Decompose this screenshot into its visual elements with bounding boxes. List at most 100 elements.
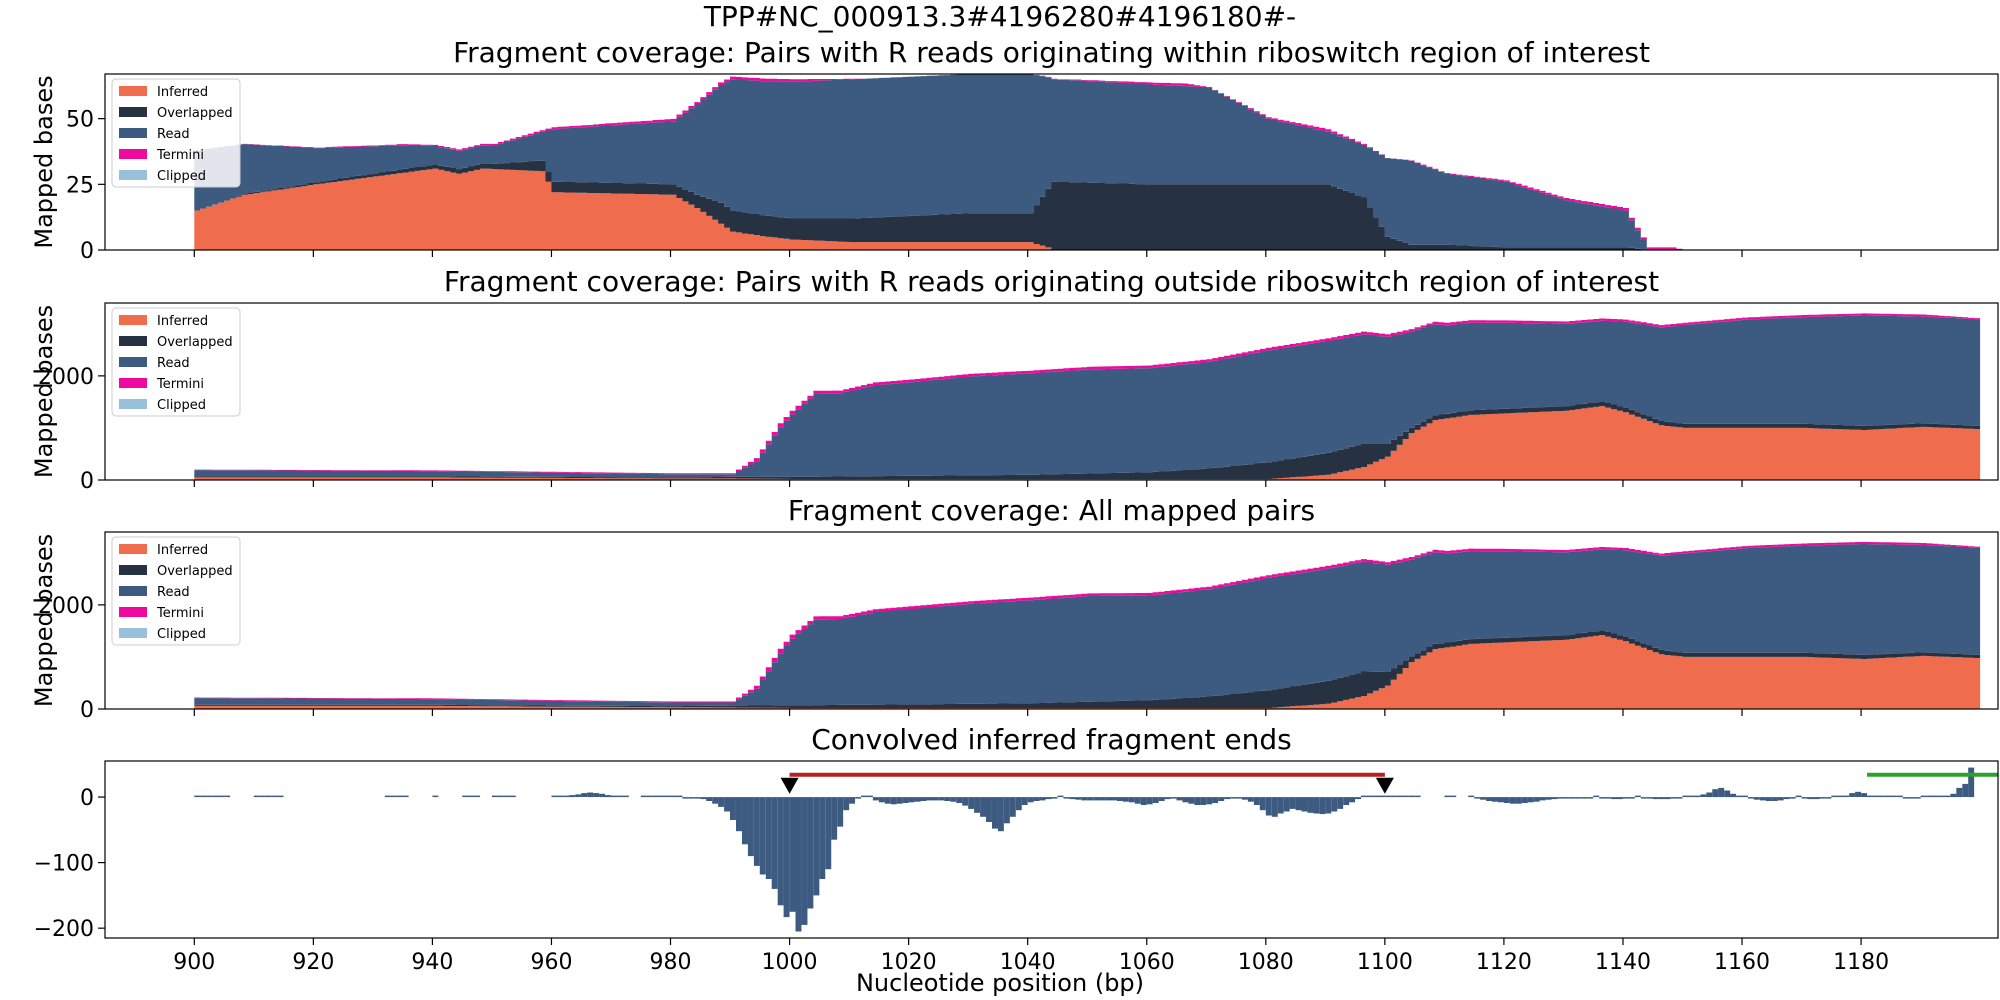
bar: [1646, 797, 1653, 799]
bar: [271, 795, 278, 798]
y-tick-label: 0: [80, 469, 94, 494]
bar: [1236, 797, 1242, 799]
bar: [194, 795, 201, 798]
bar: [1759, 797, 1766, 801]
bar: [986, 797, 992, 822]
bar: [1628, 797, 1635, 799]
bar: [867, 795, 873, 798]
bar: [1045, 797, 1052, 800]
bar: [390, 795, 397, 798]
bar: [218, 795, 225, 798]
marker-triangle-2: [1375, 777, 1394, 794]
bar: [253, 795, 260, 798]
bar: [575, 794, 582, 797]
x-tick-label: 980: [650, 950, 692, 975]
bar: [1617, 797, 1623, 800]
series-read: [194, 74, 1981, 250]
bar: [1968, 767, 1975, 798]
bar: [1503, 797, 1510, 803]
axes-frame: [104, 73, 1999, 251]
bar: [1753, 797, 1760, 800]
bar: [640, 795, 647, 798]
legend-label-clipped: Clipped: [157, 398, 206, 413]
bar: [1182, 797, 1189, 803]
bar: [1944, 795, 1951, 798]
bar: [1170, 797, 1177, 799]
x-tick-label: 960: [530, 950, 572, 975]
bar: [1057, 795, 1064, 798]
bar: [1878, 795, 1885, 798]
bar: [462, 795, 469, 798]
bar: [402, 795, 409, 798]
legend-label-inferred: Inferred: [157, 314, 208, 329]
bar: [1218, 797, 1225, 801]
bar: [1009, 797, 1016, 817]
y-tick-label: 50: [66, 108, 94, 133]
bar: [682, 797, 689, 799]
bar: [670, 795, 677, 798]
bar: [771, 797, 778, 889]
x-tick-label: 1140: [1595, 950, 1651, 975]
bar: [1301, 797, 1308, 812]
bar: [1873, 795, 1879, 798]
bar: [468, 795, 475, 798]
bar: [1956, 787, 1963, 798]
x-tick-label: 1000: [762, 950, 818, 975]
legend-label-termini: Termini: [156, 606, 204, 621]
bar: [1623, 797, 1629, 799]
bar: [1402, 795, 1409, 798]
bar: [212, 795, 219, 798]
bar: [753, 797, 760, 866]
bar: [1498, 797, 1504, 803]
bar: [676, 795, 683, 798]
bar: [926, 797, 933, 801]
bar: [646, 795, 653, 798]
bar: [1777, 797, 1784, 801]
x-tick-label: 1040: [1000, 950, 1056, 975]
bar: [1063, 797, 1070, 799]
bar: [1039, 797, 1046, 801]
bar: [1867, 795, 1873, 798]
bar: [1414, 795, 1421, 798]
bar: [265, 795, 272, 798]
series-inferred: [194, 406, 1981, 480]
bar: [200, 795, 207, 798]
bar: [1849, 793, 1856, 797]
bar: [509, 795, 516, 798]
x-tick-label: 900: [173, 950, 215, 975]
bar: [206, 795, 213, 798]
bar: [1837, 795, 1844, 798]
bar: [1474, 797, 1481, 799]
bar: [1718, 787, 1725, 798]
bar: [1265, 797, 1272, 816]
legend-box: [111, 536, 241, 646]
bar: [1259, 797, 1266, 811]
bar: [1843, 795, 1850, 798]
bar: [688, 797, 695, 799]
bar: [1015, 797, 1022, 811]
bar: [1194, 797, 1201, 805]
series-overlapped: [194, 160, 1981, 250]
bar: [1367, 795, 1373, 798]
bar: [503, 795, 510, 798]
bar: [849, 797, 856, 804]
bar: [474, 795, 481, 798]
axes-frame: [104, 302, 1999, 481]
bar: [1384, 795, 1391, 798]
bar: [908, 797, 915, 803]
bar: [616, 795, 623, 798]
bar: [1480, 797, 1487, 800]
bar: [1111, 797, 1117, 801]
bar: [920, 797, 927, 801]
axes-frame: [104, 531, 1999, 710]
bar: [1253, 797, 1260, 805]
x-tick-label: 1060: [1119, 950, 1175, 975]
y-axis-label: Mapped bases: [30, 75, 58, 248]
bar: [1950, 793, 1957, 798]
bar: [1509, 797, 1516, 804]
bar: [1902, 797, 1909, 799]
bar: [1521, 797, 1528, 803]
bar: [950, 797, 957, 802]
bar: [718, 797, 725, 807]
bar: [1128, 797, 1135, 803]
